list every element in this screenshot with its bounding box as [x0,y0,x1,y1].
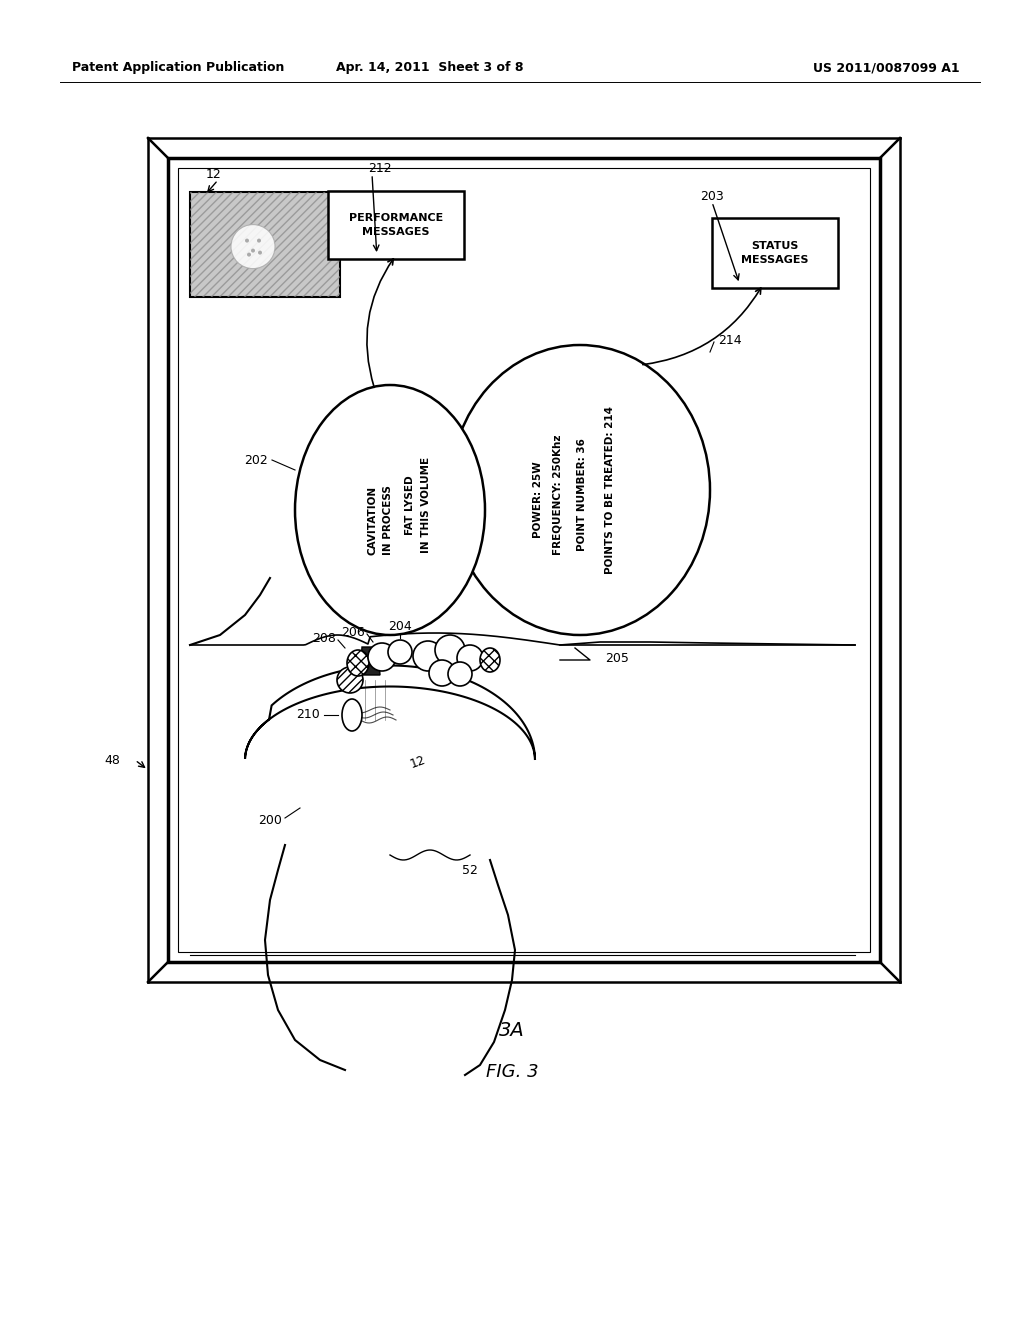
Text: 212: 212 [368,161,391,174]
Text: POINT NUMBER: 36: POINT NUMBER: 36 [577,438,587,552]
Circle shape [231,224,275,268]
Polygon shape [245,665,535,760]
Text: FREQUENCY: 250Khz: FREQUENCY: 250Khz [553,434,563,556]
Circle shape [388,640,412,664]
Text: 208: 208 [312,631,336,644]
Circle shape [247,252,251,256]
Circle shape [449,663,472,686]
Circle shape [337,667,362,693]
Text: 12: 12 [408,754,427,771]
Text: 12: 12 [206,168,222,181]
Circle shape [251,248,255,252]
FancyBboxPatch shape [712,218,838,288]
Text: 204: 204 [388,619,412,632]
Circle shape [368,643,396,671]
Text: FIG. 3: FIG. 3 [485,1063,539,1081]
Ellipse shape [480,648,500,672]
Circle shape [245,239,249,243]
Ellipse shape [450,345,710,635]
Ellipse shape [347,649,369,676]
Circle shape [413,642,443,671]
Polygon shape [178,168,870,952]
Circle shape [257,239,261,243]
Text: 205: 205 [605,652,629,664]
Text: IN THIS VOLUME: IN THIS VOLUME [421,457,431,553]
FancyBboxPatch shape [190,191,340,297]
Text: 52: 52 [462,863,478,876]
Text: Apr. 14, 2011  Sheet 3 of 8: Apr. 14, 2011 Sheet 3 of 8 [336,62,523,74]
Polygon shape [360,647,380,675]
Text: CAVITATION: CAVITATION [367,486,377,554]
Text: 214: 214 [718,334,741,346]
Circle shape [435,635,465,665]
Text: POWER: 25W: POWER: 25W [534,462,543,539]
Circle shape [258,251,262,255]
Text: PERFORMANCE
MESSAGES: PERFORMANCE MESSAGES [349,214,443,236]
Text: Patent Application Publication: Patent Application Publication [72,62,285,74]
Text: US 2011/0087099 A1: US 2011/0087099 A1 [813,62,961,74]
Text: 48: 48 [104,754,120,767]
Text: 210: 210 [296,709,319,722]
Text: 202: 202 [245,454,268,466]
FancyBboxPatch shape [328,191,464,259]
Text: 203: 203 [700,190,724,202]
Text: 3A: 3A [499,1020,525,1040]
Ellipse shape [295,385,485,635]
Text: 200: 200 [258,813,282,826]
Circle shape [457,645,483,671]
Text: FAT LYSED: FAT LYSED [406,475,415,535]
Text: STATUS
MESSAGES: STATUS MESSAGES [741,242,809,264]
Text: 206: 206 [341,626,365,639]
Text: IN PROCESS: IN PROCESS [383,484,393,554]
Text: POINTS TO BE TREATED: 214: POINTS TO BE TREATED: 214 [605,407,615,574]
Ellipse shape [342,700,362,731]
Circle shape [429,660,455,686]
